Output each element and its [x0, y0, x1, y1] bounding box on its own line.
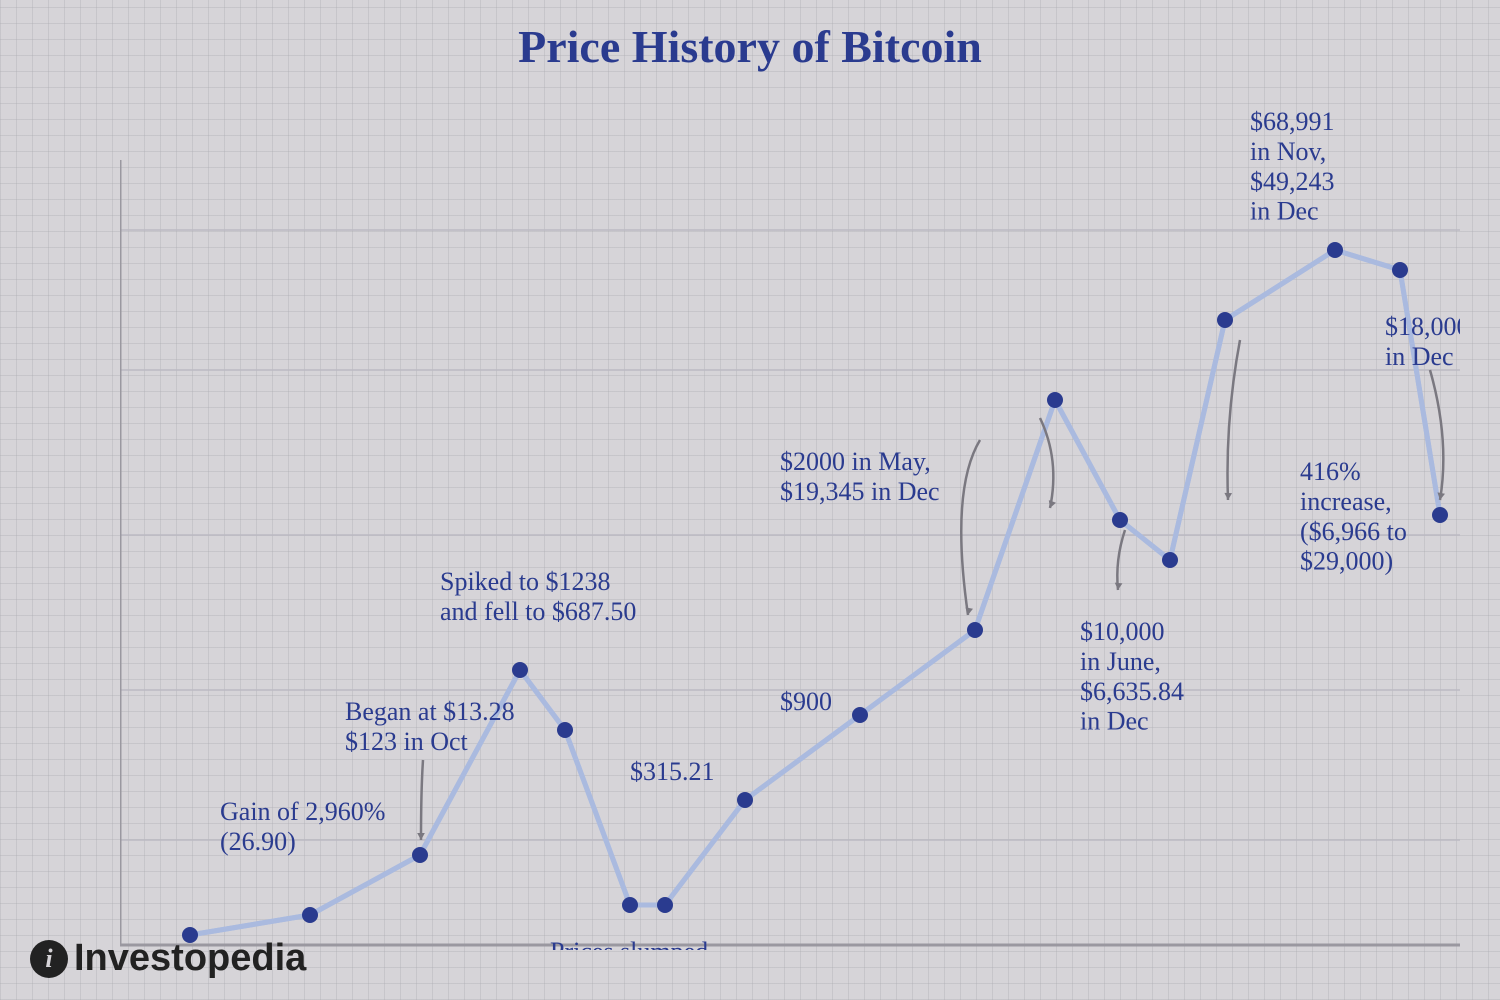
data-point	[412, 847, 428, 863]
annotation-arrow	[1228, 340, 1241, 500]
data-point	[737, 792, 753, 808]
annotation-arrow	[961, 440, 980, 615]
source-attribution: i Investopedia	[30, 937, 306, 980]
data-point	[302, 907, 318, 923]
data-point	[1112, 512, 1128, 528]
annotation-text: $315.21	[630, 757, 715, 786]
data-point	[1047, 392, 1063, 408]
chart-title: Price History of Bitcoin	[0, 20, 1500, 73]
data-point	[1392, 262, 1408, 278]
annotation-text: $2000 in May,$19,345 in Dec	[780, 447, 940, 506]
annotation-text: 416%increase,($6,966 to$29,000)	[1300, 457, 1407, 576]
price-line	[190, 250, 1440, 935]
annotation-arrow	[1117, 530, 1125, 590]
annotation-arrow	[421, 760, 423, 840]
annotation-text: $10,000in June,$6,635.84in Dec	[1080, 617, 1184, 736]
annotation-text: Spiked to $1238and fell to $687.50	[440, 567, 636, 626]
source-label: Investopedia	[74, 937, 306, 980]
annotation-text: Gain of 2,960%(26.90)	[220, 797, 385, 856]
data-point	[512, 662, 528, 678]
data-point	[657, 897, 673, 913]
annotation-text: $68,991in Nov,$49,243in Dec	[1250, 107, 1335, 226]
data-point	[557, 722, 573, 738]
annotation-text: Prices slumped	[550, 937, 708, 950]
data-point	[852, 707, 868, 723]
annotation-text: $18,000in Dec	[1385, 312, 1460, 371]
data-point	[1432, 507, 1448, 523]
price-history-chart: 1001000100005000010000020102011201220122…	[120, 100, 1460, 950]
data-point	[967, 622, 983, 638]
annotation-text: $900	[780, 687, 832, 716]
investopedia-icon: i	[30, 940, 68, 978]
data-point	[1327, 242, 1343, 258]
data-point	[1162, 552, 1178, 568]
data-point	[622, 897, 638, 913]
data-point	[1217, 312, 1233, 328]
